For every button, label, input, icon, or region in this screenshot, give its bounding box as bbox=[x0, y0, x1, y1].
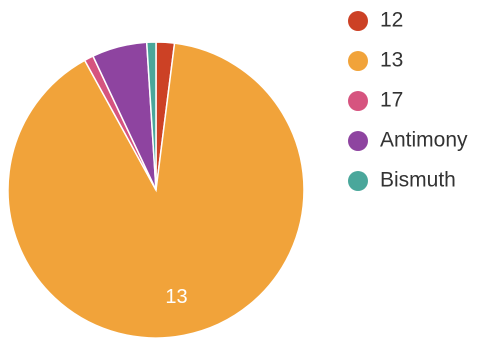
pie-slice-labels: 13 bbox=[165, 286, 187, 308]
legend-label-17: 17 bbox=[380, 89, 403, 112]
legend-label-antimony: Antimony bbox=[380, 129, 468, 152]
pie-slice-bismuth bbox=[145, 41, 157, 191]
legend-label-12: 12 bbox=[380, 9, 403, 32]
legend-swatch-17 bbox=[348, 91, 368, 111]
legend-swatch-bismuth bbox=[348, 171, 368, 191]
slice-label-13: 13 bbox=[165, 286, 187, 308]
legend: 12 13 17 Antimony Bismuth bbox=[348, 9, 468, 192]
legend-label-13: 13 bbox=[380, 49, 403, 72]
pie-slice-13 bbox=[7, 42, 305, 339]
legend-label-bismuth: Bismuth bbox=[380, 169, 456, 192]
legend-swatch-antimony bbox=[348, 131, 368, 151]
pie-slices bbox=[7, 41, 305, 339]
legend-swatch-12 bbox=[348, 11, 368, 31]
legend-swatch-13 bbox=[348, 51, 368, 71]
